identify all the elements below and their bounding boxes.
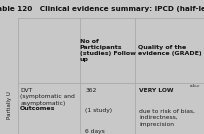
Text: DVT
(symptomatic and
asymptomatic): DVT (symptomatic and asymptomatic) [20,88,75,106]
Text: a,b,c: a,b,c [190,84,201,88]
Text: due to risk of bias,
indirectness,
imprecision: due to risk of bias, indirectness, impre… [139,109,195,127]
Text: (1 study): (1 study) [85,109,112,113]
Text: Quality of the
evidence (GRADE): Quality of the evidence (GRADE) [138,45,202,56]
Text: Table 120   Clinical evidence summary: IPCD (half-leg: Table 120 Clinical evidence summary: IPC… [0,6,204,12]
Bar [18,18,204,83]
Text: 6 days: 6 days [85,129,105,134]
Text: Partially U: Partially U [7,91,12,119]
Text: VERY LOW: VERY LOW [139,88,174,93]
Text: Outcomes: Outcomes [20,106,56,111]
Text: 362: 362 [85,88,96,93]
Text: No of
Participants
(studies) Follow
up: No of Participants (studies) Follow up [80,39,135,62]
